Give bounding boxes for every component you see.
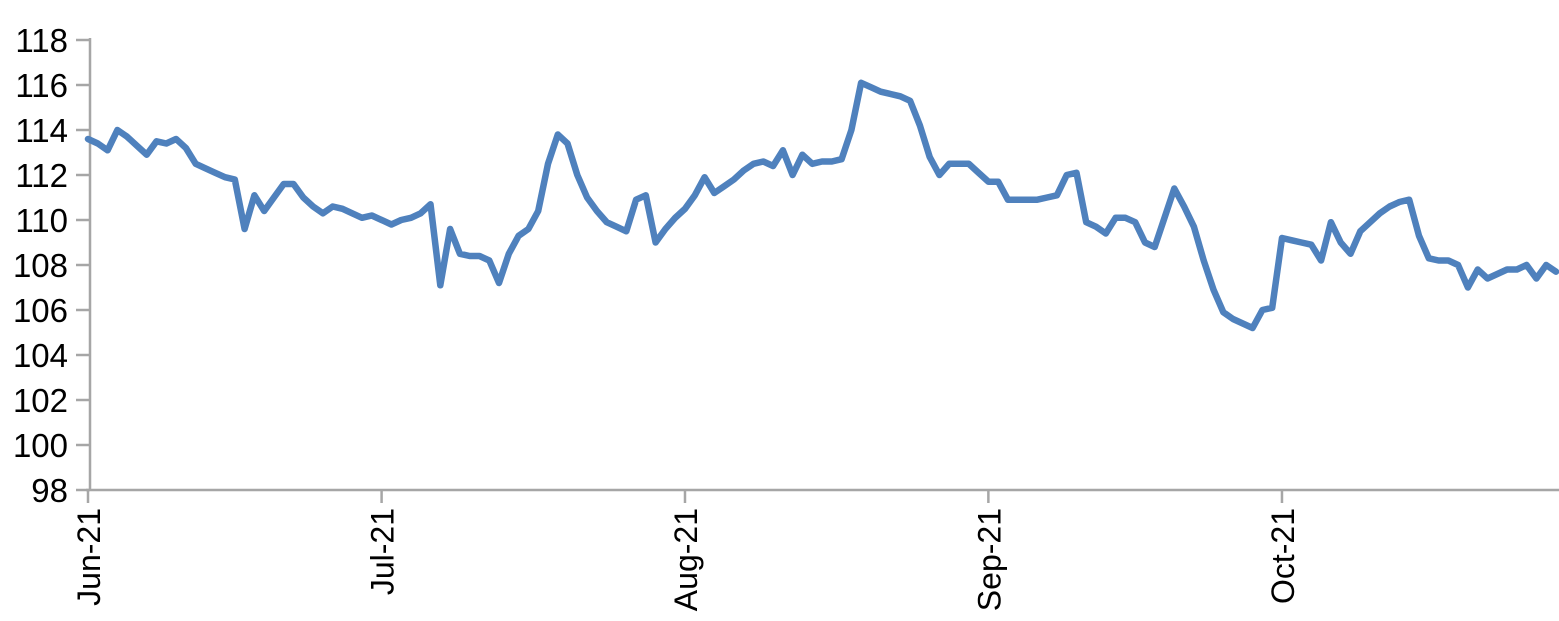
x-axis-tick-label: Sep-21 [971, 508, 1007, 611]
y-axis-tick-label: 112 [15, 157, 68, 194]
y-axis-tick-label: 118 [15, 22, 68, 59]
x-axis-labels: Jun-21 Jul-21 Aug-21 Sep-21 Oct-21 [71, 508, 1301, 611]
y-axis-tick-label: 104 [13, 337, 68, 374]
x-axis-ticks [86, 490, 1284, 503]
y-axis-tick-label: 102 [13, 382, 68, 419]
axes [86, 38, 1559, 492]
y-axis-tick-label: 100 [13, 427, 68, 464]
series-line [84, 79, 1559, 332]
y-axis-labels: 98 100 102 104 106 108 110 112 114 116 118 [13, 22, 68, 509]
y-axis-tick-label: 110 [15, 202, 68, 239]
y-axis-tick-label: 114 [15, 112, 68, 149]
x-axis-tick-label: Aug-21 [668, 508, 704, 611]
y-axis-tick-label: 108 [13, 247, 68, 284]
x-axis-tick-label: Oct-21 [1265, 508, 1301, 604]
y-axis-ticks [76, 38, 90, 492]
x-axis-tick-label: Jun-21 [71, 508, 107, 606]
y-axis-tick-label: 116 [15, 67, 68, 104]
series-group [84, 79, 1559, 332]
x-axis-tick-label: Jul-21 [365, 508, 401, 595]
y-axis-tick-label: 106 [13, 292, 68, 329]
y-axis-tick-label: 98 [31, 472, 68, 509]
